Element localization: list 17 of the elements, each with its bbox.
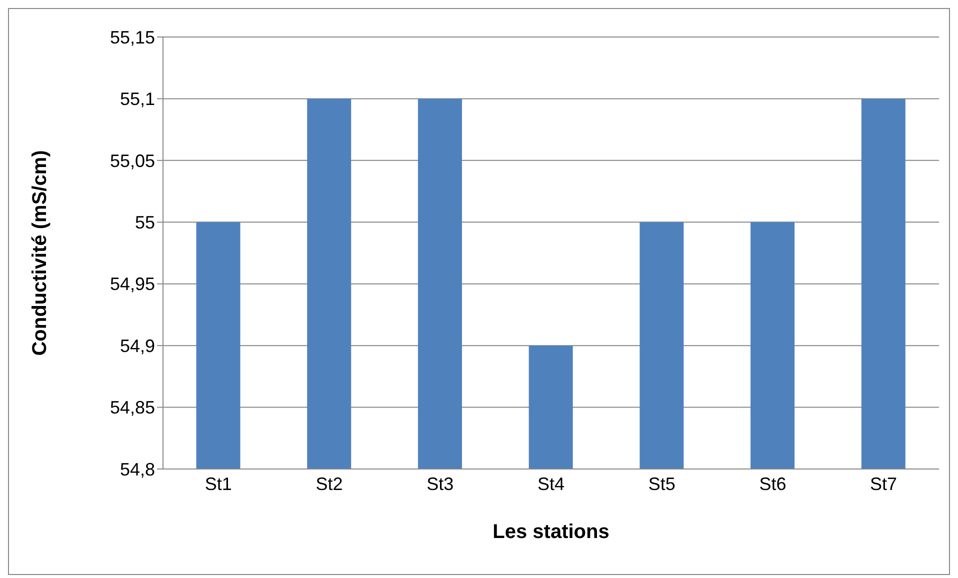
- y-tick-label: 55: [134, 212, 155, 233]
- y-tick-label: 55,15: [110, 27, 155, 48]
- x-tick-label: St7: [870, 474, 898, 494]
- y-tick-label: 55,05: [110, 150, 155, 171]
- x-tick-label: St1: [204, 474, 232, 494]
- y-axis-title: Conductivité (mS/cm): [29, 150, 52, 356]
- y-tick-label: 54,9: [120, 336, 155, 356]
- x-axis-title: Les stations: [492, 521, 610, 544]
- x-tick-label: St5: [648, 474, 676, 494]
- y-tick-label: 55,1: [120, 89, 155, 110]
- y-tick-label: 54,8: [120, 459, 155, 480]
- x-tick-label: St3: [426, 474, 454, 494]
- y-tick-label: 54,85: [110, 398, 155, 418]
- x-tick-label: St2: [316, 474, 343, 494]
- y-tick-label: 54,95: [110, 274, 155, 294]
- x-tick-label: St6: [759, 474, 786, 494]
- x-tick-label: St4: [537, 474, 565, 494]
